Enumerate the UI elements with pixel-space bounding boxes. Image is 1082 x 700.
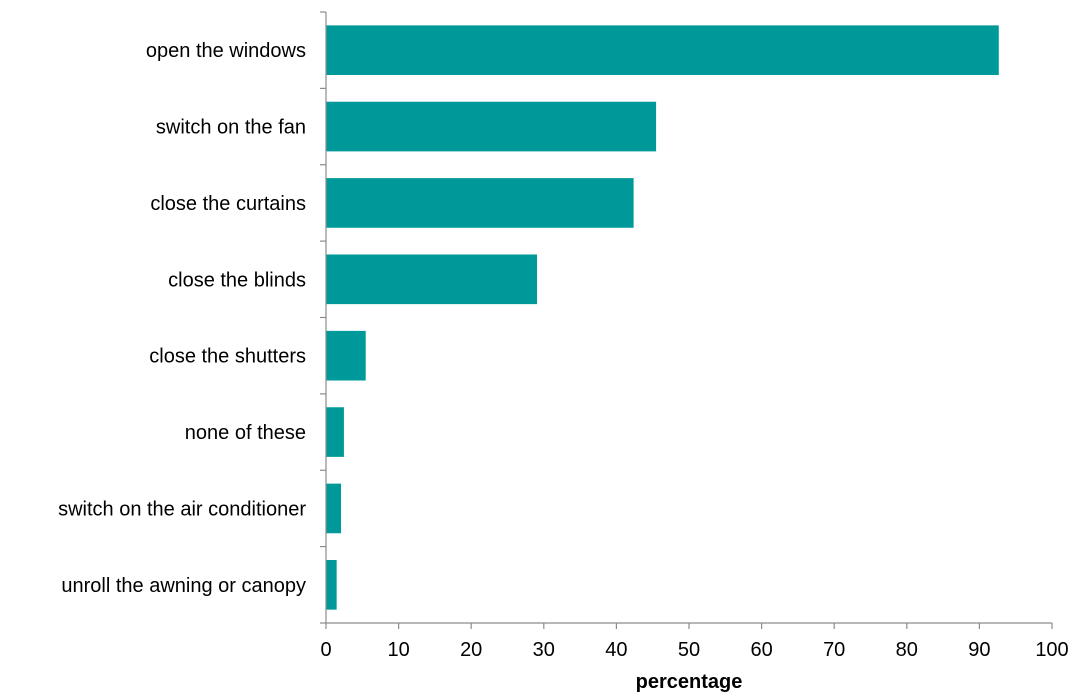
category-label: open the windows: [146, 40, 306, 62]
category-label: switch on the fan: [156, 117, 306, 139]
category-label: switch on the air conditioner: [58, 498, 306, 520]
category-label: close the curtains: [150, 193, 306, 215]
x-tick-label: 40: [605, 639, 627, 661]
bar: [326, 101, 657, 152]
bar: [326, 330, 366, 381]
x-tick-label: 60: [750, 639, 772, 661]
x-tick-label: 100: [1035, 639, 1068, 661]
bar: [326, 178, 634, 228]
x-tick-label: 10: [387, 639, 409, 661]
labels-layer: open the windows switch on the fan close t…: [58, 40, 1069, 661]
category-label: close the shutters: [149, 346, 306, 368]
bar: [326, 25, 999, 76]
category-label: none of these: [185, 422, 306, 444]
x-axis-title: percentage: [636, 671, 743, 693]
bar: [326, 559, 337, 610]
x-tick-label: 0: [320, 639, 331, 661]
x-tick-label: 70: [823, 639, 845, 661]
x-tick-label: 50: [678, 639, 700, 661]
x-tick-label: 80: [896, 639, 918, 661]
category-label: unroll the awning or canopy: [61, 575, 306, 597]
x-tick-label: 90: [968, 639, 990, 661]
x-tick-label: 20: [460, 639, 482, 661]
bar: [326, 483, 342, 534]
bar: [326, 254, 538, 305]
category-label: close the blinds: [168, 269, 306, 291]
bar: [326, 407, 344, 457]
bars-layer: [326, 25, 999, 610]
axes-layer: [320, 11, 1053, 629]
x-tick-label: 30: [533, 639, 555, 661]
